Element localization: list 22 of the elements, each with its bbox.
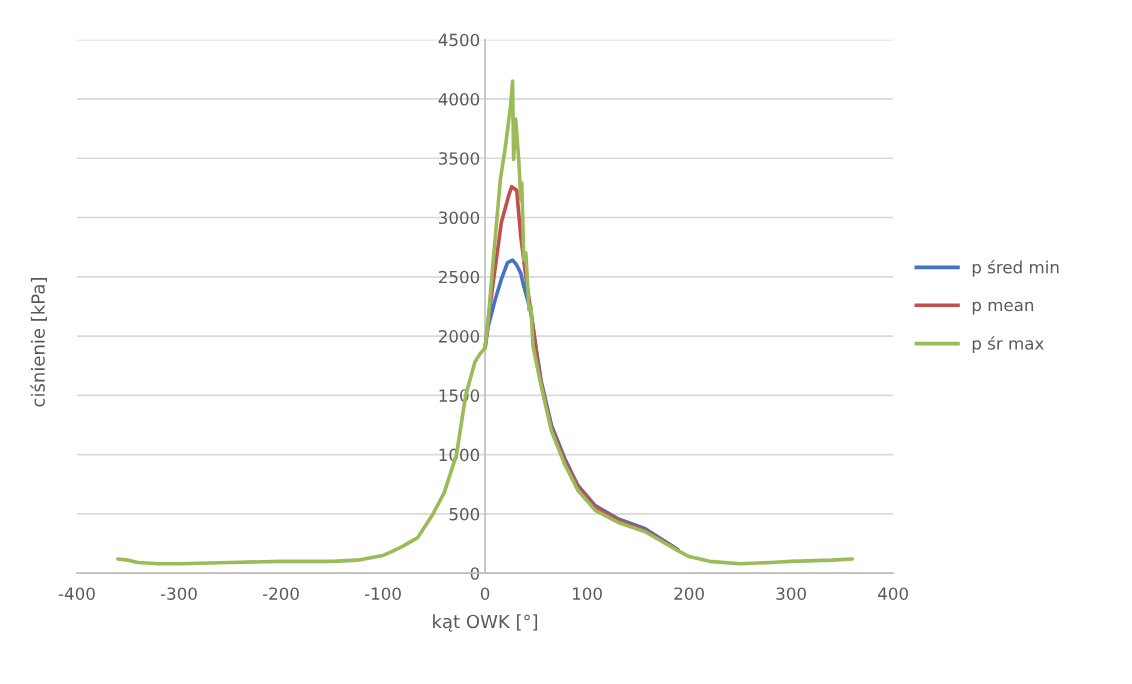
y-tick-label: 3000 — [439, 211, 480, 225]
legend-label: p mean — [972, 301, 1034, 315]
y-tick-label: 4500 — [438, 33, 480, 47]
y-tick-label: 3500 — [439, 152, 480, 165]
x-tick-label: 200 — [674, 587, 704, 600]
x-tick-label: 100 — [573, 587, 602, 600]
x-tick-label: 0 — [480, 587, 490, 600]
x-tick-label: 300 — [776, 587, 806, 600]
x-tick-label: -200 — [262, 587, 299, 600]
line-series — [115, 79, 855, 566]
x-tick-label: 400 — [878, 587, 908, 600]
x-tick-label: -400 — [58, 587, 95, 600]
y-tick-label: 2500 — [439, 270, 480, 284]
legend-label: p śred min — [972, 259, 1059, 277]
x-tick-label: -300 — [160, 587, 197, 600]
y-tick-label: 4000 — [438, 92, 480, 106]
legend-label: p śr max — [972, 336, 1044, 353]
y-tick-label: 2000 — [439, 330, 480, 343]
y-tick-label: 500 — [449, 507, 480, 521]
x-tick-label: -100 — [364, 587, 401, 600]
y-axis-title: ciśnienie [kPa] — [30, 278, 47, 407]
x-axis-title: kąt OWK [°] — [433, 614, 538, 632]
